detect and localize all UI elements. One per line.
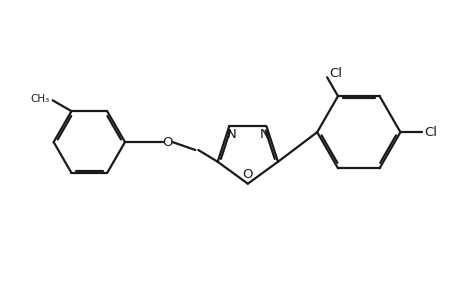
Text: Cl: Cl [423,126,436,139]
Text: O: O [242,168,252,181]
Text: O: O [162,136,173,148]
Text: Cl: Cl [328,67,341,80]
Text: CH₃: CH₃ [30,94,50,104]
Text: N: N [259,128,269,141]
Text: N: N [226,128,235,141]
